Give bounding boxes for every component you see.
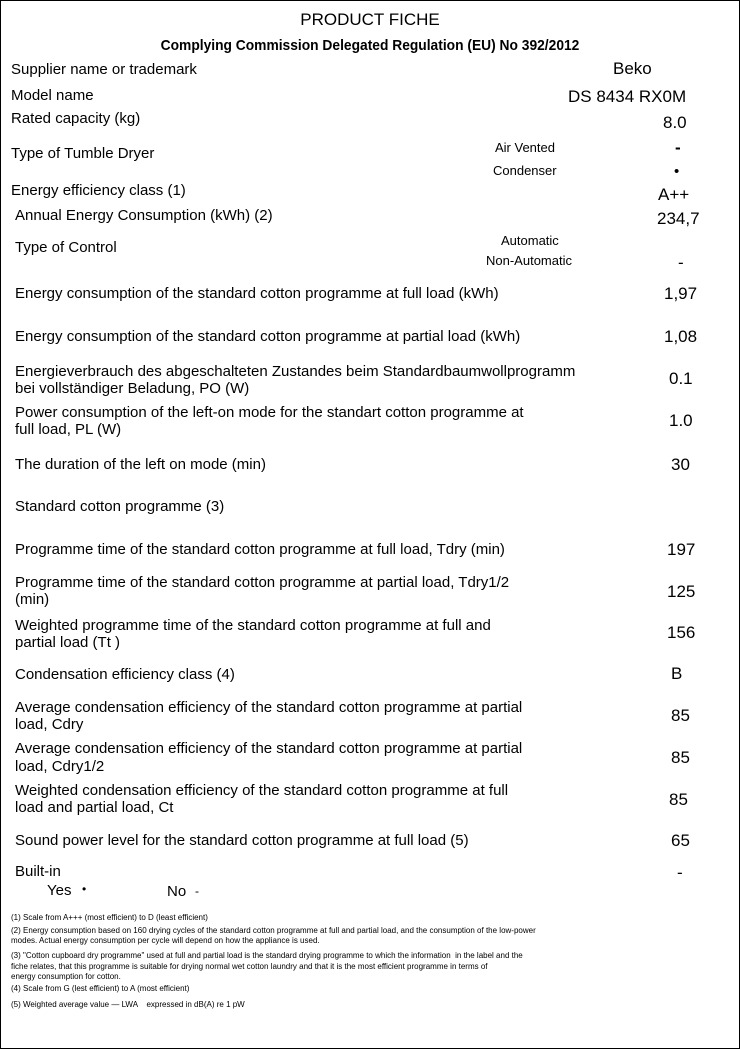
row-label: Energy consumption of the standard cotto… — [15, 284, 499, 302]
row-value: 125 — [667, 581, 696, 601]
row-label: Energy consumption of the standard cotto… — [15, 327, 521, 345]
row-label: Programme time of the standard cotton pr… — [15, 540, 505, 558]
row-label: Programme time of the standard cotton pr… — [15, 573, 510, 591]
row-label: Rated capacity (kg) — [11, 109, 141, 127]
row-value: 234,7 — [657, 208, 700, 228]
row-value: 85 — [671, 705, 690, 725]
footnote: fiche relates, that this programme is su… — [11, 962, 488, 971]
footnote: (4) Scale from G (lest efficient) to A (… — [11, 984, 190, 993]
row-value: Beko — [613, 58, 652, 78]
row-value: 1,08 — [664, 326, 698, 346]
row-label: full load, PL (W) — [15, 420, 122, 438]
row-value: - — [677, 862, 683, 882]
option-label: Automatic — [501, 232, 559, 248]
footnote: (2) Energy consumption based on 160 dryi… — [11, 926, 536, 935]
option-label: Non-Automatic — [486, 252, 572, 268]
option-label: No — [167, 882, 187, 900]
row-label: Energieverbrauch des abgeschalteten Zust… — [15, 362, 576, 380]
row-value: DS 8434 RX0M — [568, 86, 687, 106]
footnote: energy consumption for cotton. — [11, 972, 121, 981]
row-value: 65 — [671, 830, 690, 850]
option-label: Condenser — [493, 162, 557, 178]
option-label: Air Vented — [495, 139, 555, 155]
footnote: (1) Scale from A+++ (most efficient) to … — [11, 913, 208, 922]
row-label: Built-in — [15, 862, 61, 880]
row-label: Sound power level for the standard cotto… — [15, 831, 469, 849]
title: PRODUCT FICHE — [300, 9, 440, 29]
row-value: 156 — [667, 622, 696, 642]
row-label: load, Cdry — [15, 715, 84, 733]
row-label: Type of Tumble Dryer — [11, 144, 155, 162]
footnote: (3) "Cotton cupboard dry programme" used… — [11, 951, 523, 960]
footnote: (5) Weighted average value — LWA express… — [11, 1000, 245, 1009]
row-label: Power consumption of the left-on mode fo… — [15, 403, 524, 421]
row-label: Supplier name or trademark — [11, 60, 197, 78]
option-value: - — [195, 884, 199, 898]
row-label: Annual Energy Consumption (kWh) (2) — [15, 206, 273, 224]
row-label: Weighted condensation efficiency of the … — [15, 781, 509, 799]
option-value: - — [675, 137, 681, 157]
subtitle: Complying Commission Delegated Regulatio… — [160, 36, 580, 54]
row-label: Weighted programme time of the standard … — [15, 616, 491, 634]
row-label: Standard cotton programme (3) — [15, 497, 225, 515]
row-value: 1.0 — [669, 410, 693, 430]
row-value: 85 — [671, 747, 690, 767]
row-label: Energy efficiency class (1) — [11, 181, 186, 199]
row-value: 8.0 — [663, 112, 687, 132]
row-label: Average condensation efficiency of the s… — [15, 698, 523, 716]
row-label: Average condensation efficiency of the s… — [15, 739, 523, 757]
row-value: 197 — [667, 539, 696, 559]
option-value: - — [678, 252, 684, 272]
row-label: bei vollständiger Beladung, PO (W) — [15, 379, 250, 397]
row-label: Condensation efficiency class (4) — [15, 665, 235, 683]
row-label: load and partial load, Ct — [15, 798, 174, 816]
row-value: 1,97 — [664, 283, 698, 303]
row-value: 85 — [669, 789, 688, 809]
row-label: (min) — [15, 590, 50, 608]
row-label: The duration of the left on mode (min) — [15, 455, 266, 473]
option-label: Yes — [47, 881, 72, 899]
option-value: • — [82, 882, 87, 896]
row-label: load, Cdry1/2 — [15, 757, 105, 775]
row-value: B — [671, 663, 683, 683]
row-value: 0.1 — [669, 368, 693, 388]
row-label: Model name — [11, 86, 94, 104]
row-label: partial load (Tt ) — [15, 633, 121, 651]
option-value: • — [674, 162, 680, 180]
footnote: modes. Actual energy consumption per cyc… — [11, 936, 320, 945]
row-value: 30 — [671, 454, 690, 474]
row-value: A++ — [658, 184, 690, 204]
row-label: Type of Control — [15, 238, 117, 256]
